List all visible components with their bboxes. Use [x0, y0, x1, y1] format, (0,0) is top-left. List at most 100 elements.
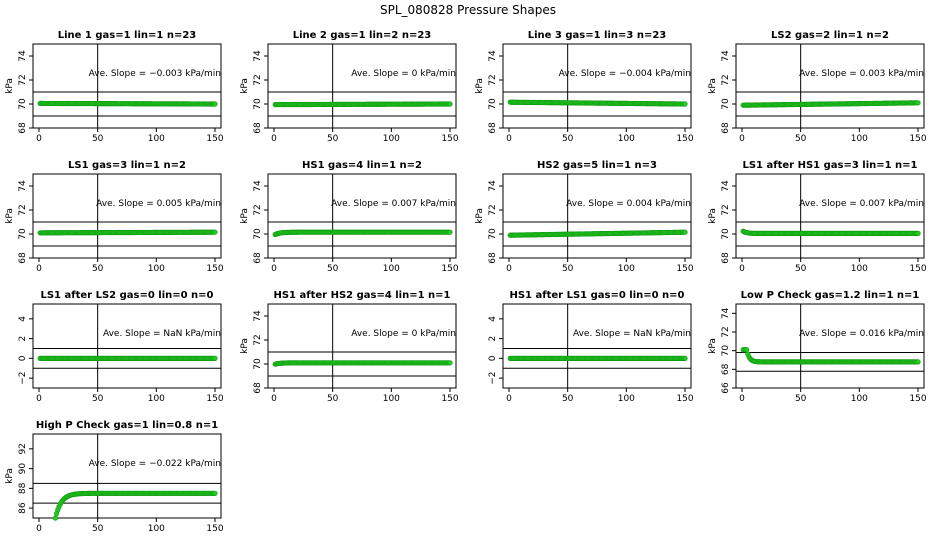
panel-title: LS1 after HS1 gas=3 lin=1 n=1	[742, 160, 917, 171]
x-tick-label: 150	[441, 394, 458, 404]
y-axis-label: kPa	[5, 208, 15, 224]
x-tick-label: 100	[148, 264, 165, 274]
slope-annotation: Ave. Slope = 0.007 kPa/min	[331, 199, 456, 209]
data-point	[915, 230, 921, 236]
slope-annotation: Ave. Slope = 0.016 kPa/min	[799, 329, 924, 339]
x-tick-label: 0	[506, 394, 512, 404]
chart-panel-13: High P Check gas=1 lin=0.8 n=1 0 50 100 150 8…	[5, 420, 224, 534]
x-tick-label: 0	[36, 264, 42, 274]
chart-panel-9: LS1 after LS2 gas=0 lin=0 n=0 0 50 100 150 −2…	[18, 290, 224, 404]
y-tick-label: 2	[18, 336, 28, 342]
y-tick-label: 70	[18, 228, 28, 240]
chart-panel-3: Line 3 gas=1 lin=3 n=23 0 50 100 150 68 70 72 74…	[475, 30, 694, 144]
x-tick-label: 0	[506, 264, 512, 274]
x-tick-label: 50	[562, 394, 574, 404]
y-axis-label: kPa	[475, 78, 485, 94]
y-tick-label: 74	[253, 180, 263, 192]
chart-panel-2: Line 2 gas=1 lin=2 n=23 0 50 100 150 68 70 72 74…	[240, 30, 459, 144]
y-tick-label: 68	[253, 122, 263, 134]
y-tick-label: 72	[488, 74, 498, 85]
data-point	[682, 101, 688, 107]
data-point	[212, 101, 218, 107]
x-tick-label: 150	[909, 394, 926, 404]
y-tick-label: 70	[721, 98, 731, 110]
slope-annotation: Ave. Slope = −0.022 kPa/min	[89, 459, 221, 469]
panel-title: HS1 gas=4 lin=1 n=2	[302, 160, 422, 171]
data-point	[447, 229, 453, 235]
y-tick-label: 0	[18, 355, 28, 361]
x-tick-label: 0	[36, 524, 42, 534]
y-tick-label: 68	[488, 252, 498, 264]
x-tick-label: 0	[739, 394, 745, 404]
y-tick-label: 72	[253, 74, 263, 85]
x-tick-label: 50	[795, 394, 807, 404]
y-tick-label: 68	[721, 252, 731, 264]
data-point	[744, 347, 750, 353]
y-tick-label: 72	[488, 204, 498, 215]
y-tick-label: 70	[488, 98, 498, 110]
y-tick-label: 72	[721, 74, 731, 85]
x-tick-label: 150	[909, 134, 926, 144]
data-point	[682, 229, 688, 235]
x-tick-label: 50	[92, 134, 104, 144]
x-tick-label: 0	[739, 264, 745, 274]
data-point	[682, 355, 688, 361]
chart-panel-4: LS2 gas=2 lin=1 n=2 0 50 100 150 68 70 72 74 kPa A…	[708, 30, 927, 144]
x-tick-label: 100	[148, 524, 165, 534]
x-tick-label: 50	[92, 264, 104, 274]
x-tick-label: 50	[327, 134, 339, 144]
panel-title: Line 3 gas=1 lin=3 n=23	[528, 30, 667, 41]
figure-title: SPL_080828 Pressure Shapes	[380, 3, 556, 17]
y-tick-label: 70	[253, 358, 263, 370]
y-axis-label: kPa	[708, 338, 718, 354]
y-tick-label: −2	[18, 371, 28, 384]
plot-frame	[267, 43, 457, 129]
x-tick-label: 150	[441, 264, 458, 274]
x-tick-label: 150	[206, 394, 223, 404]
plot-frame	[502, 173, 692, 259]
y-axis-label: kPa	[240, 78, 250, 94]
x-tick-label: 150	[206, 134, 223, 144]
x-tick-label: 0	[271, 394, 277, 404]
data-point	[212, 490, 218, 496]
x-tick-label: 100	[618, 134, 635, 144]
x-tick-label: 150	[206, 524, 223, 534]
y-tick-label: 74	[253, 50, 263, 62]
plot-frame	[267, 303, 457, 389]
data-point	[52, 515, 59, 521]
plot-frame	[735, 173, 925, 259]
y-tick-label: 4	[18, 316, 28, 322]
panel-title: LS1 after LS2 gas=0 lin=0 n=0	[40, 290, 213, 301]
y-tick-label: 68	[18, 252, 28, 264]
panel-title: HS2 gas=5 lin=1 n=3	[537, 160, 657, 171]
x-tick-label: 50	[327, 264, 339, 274]
x-tick-label: 50	[795, 134, 807, 144]
x-tick-label: 100	[383, 264, 400, 274]
y-tick-label: 72	[253, 334, 263, 345]
x-tick-label: 0	[506, 134, 512, 144]
y-tick-label: 4	[488, 316, 498, 322]
x-tick-label: 100	[383, 394, 400, 404]
x-tick-label: 100	[851, 394, 868, 404]
y-tick-label: 74	[18, 180, 28, 192]
plot-frame	[502, 43, 692, 129]
slope-annotation: Ave. Slope = −0.004 kPa/min	[559, 69, 691, 79]
y-axis-label: kPa	[240, 208, 250, 224]
chart-panel-7: HS2 gas=5 lin=1 n=3 0 50 100 150 68 70 72 74 kPa A…	[475, 160, 694, 274]
y-tick-label: 88	[18, 482, 28, 494]
panel-title: High P Check gas=1 lin=0.8 n=1	[36, 420, 218, 431]
y-axis-label: kPa	[708, 208, 718, 224]
plot-frame	[735, 303, 925, 389]
x-tick-label: 50	[92, 524, 104, 534]
slope-annotation: Ave. Slope = 0.005 kPa/min	[96, 199, 221, 209]
y-tick-label: 70	[721, 228, 731, 240]
x-tick-label: 50	[562, 134, 574, 144]
panel-title: HS1 after HS2 gas=4 lin=1 n=1	[273, 290, 450, 301]
panel-title: Line 2 gas=1 lin=2 n=23	[293, 30, 432, 41]
chart-panel-8: LS1 after HS1 gas=3 lin=1 n=1 0 50 100 150 68…	[708, 160, 927, 274]
y-tick-label: −2	[488, 371, 498, 384]
y-tick-label: 72	[18, 74, 28, 85]
y-tick-label: 68	[253, 382, 263, 394]
